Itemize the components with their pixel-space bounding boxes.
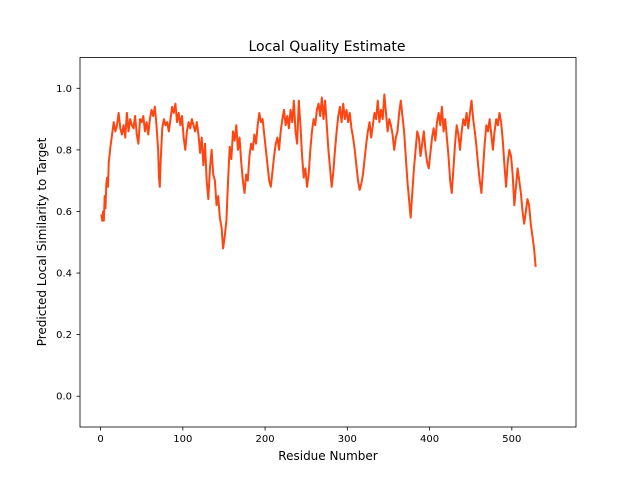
- x-tick-label: 0: [97, 434, 103, 445]
- plot-area: [100, 93, 537, 267]
- y-tick-label: 0.4: [56, 269, 72, 280]
- x-tick-label: 500: [502, 434, 521, 445]
- y-tick-label: 1.0: [56, 84, 72, 95]
- y-tick-label: 0.0: [56, 392, 72, 403]
- y-axis-ticks: 0.0 0.2 0.4 0.6 0.8 1.0: [56, 84, 80, 403]
- chart-title: Local Quality Estimate: [248, 39, 405, 55]
- x-tick-label: 100: [173, 434, 192, 445]
- x-tick-label: 200: [256, 434, 275, 445]
- series-line: [100, 93, 537, 267]
- y-axis-title: Predicted Local Similarity to Target: [35, 137, 49, 346]
- x-axis-ticks: 0 100 200 300 400 500: [97, 427, 521, 445]
- x-axis-title: Residue Number: [278, 449, 377, 463]
- y-tick-label: 0.8: [56, 145, 72, 156]
- y-tick-label: 0.6: [56, 207, 72, 218]
- x-tick-label: 300: [338, 434, 357, 445]
- x-tick-label: 400: [420, 434, 439, 445]
- plot-frame: [79, 57, 577, 428]
- y-tick-label: 0.2: [56, 330, 72, 341]
